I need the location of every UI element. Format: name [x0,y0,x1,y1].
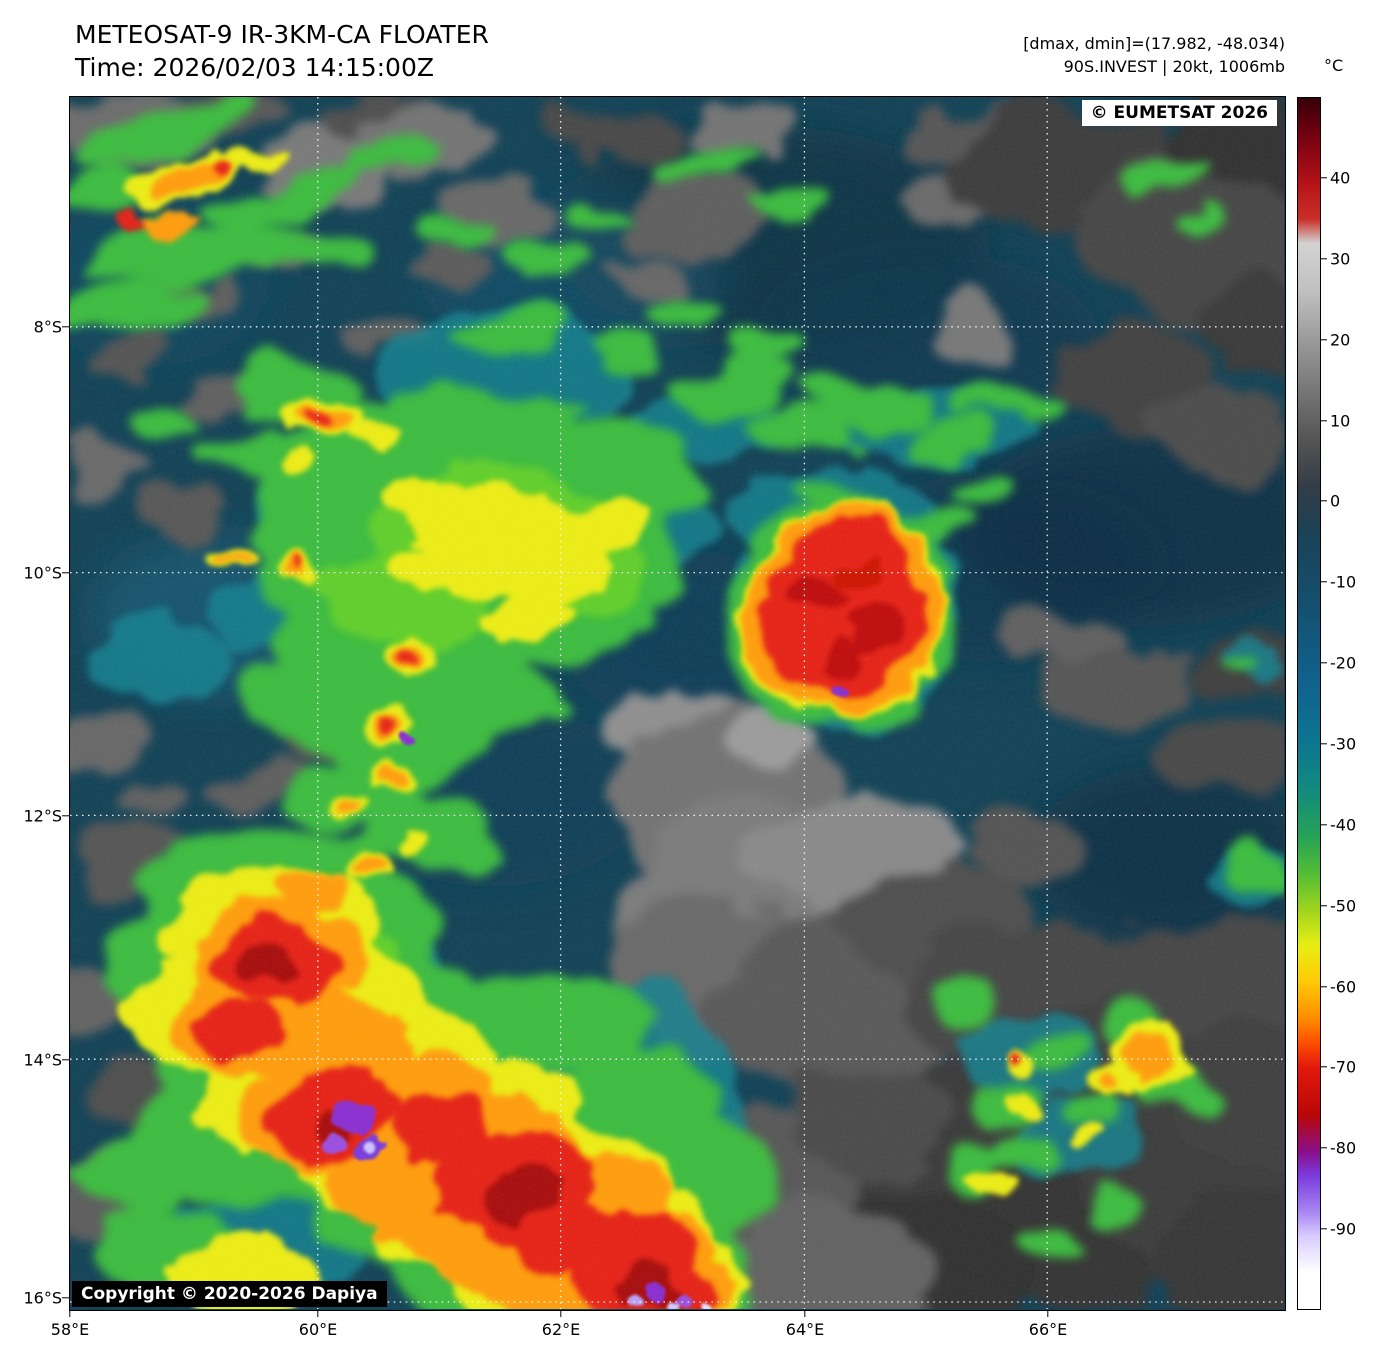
x-axis-tick-mark [317,1311,319,1317]
figure-time: Time: 2026/02/03 14:15:00Z [75,53,434,82]
storm-info-readout: 90S.INVEST | 20kt, 1006mb [1063,57,1285,76]
y-axis-tick-mark [62,326,69,328]
y-axis-tick-mark [62,815,69,817]
x-axis-tick-label: 66°E [1028,1320,1068,1339]
copyright-badge: Copyright © 2020-2026 Dapiya [72,1280,387,1307]
cloud-field [70,97,1284,1309]
dmax-dmin-readout: [dmax, dmin]=(17.982, -48.034) [1023,34,1285,53]
x-axis-tick-label: 62°E [541,1320,581,1339]
satellite-map: © EUMETSAT 2026 Copyright © 2020-2026 Da… [69,96,1286,1311]
colorbar-tick-mark [1321,258,1327,260]
y-axis-tick-label: 10°S [23,563,62,583]
colorbar-tick-mark [1321,662,1327,664]
colorbar-tick-mark [1321,905,1327,907]
colorbar [1297,97,1321,1310]
colorbar-tick-label: -60 [1330,977,1357,997]
x-axis-tick-label: 60°E [298,1320,338,1339]
y-axis-tick-label: 12°S [23,806,62,826]
x-axis-tick-label: 58°E [50,1320,90,1339]
colorbar-tick-label: 30 [1330,249,1351,269]
colorbar-tick-mark [1321,743,1327,745]
y-axis-tick-mark [62,572,69,574]
colorbar-tick-mark [1321,1147,1327,1149]
colorbar-tick-label: 10 [1330,411,1351,431]
colorbar-tick-label: 40 [1330,168,1351,188]
y-axis-tick-label: 8°S [33,317,62,337]
colorbar-tick-label: -70 [1330,1057,1357,1077]
x-axis-tick-mark [1047,1311,1049,1317]
colorbar-tick-label: -40 [1330,815,1357,835]
colorbar-tick-label: -80 [1330,1138,1357,1158]
figure-title: METEOSAT-9 IR-3KM-CA FLOATER [75,20,489,49]
colorbar-tick-mark [1321,824,1327,826]
x-axis-tick-mark [804,1311,806,1317]
colorbar-tick-mark [1321,581,1327,583]
colorbar-tick-mark [1321,500,1327,502]
colorbar-tick-label: -30 [1330,734,1357,754]
colorbar-tick-label: -20 [1330,653,1357,673]
colorbar-tick-mark [1321,986,1327,988]
x-axis-tick-mark [69,1311,71,1317]
y-axis-tick-mark [62,1059,69,1061]
colorbar-tick-label: 0 [1330,491,1341,511]
y-axis-tick-label: 14°S [23,1050,62,1070]
y-axis-tick-mark [62,1297,69,1299]
colorbar-tick-mark [1321,177,1327,179]
colorbar-tick-mark [1321,339,1327,341]
eumetsat-badge: © EUMETSAT 2026 [1081,100,1277,127]
satellite-ir-image [70,97,1284,1309]
colorbar-tick-mark [1321,1066,1327,1068]
y-axis-tick-label: 16°S [23,1288,62,1308]
colorbar-tick-label: -10 [1330,572,1357,592]
colorbar-tick-mark [1321,420,1327,422]
colorbar-tick-label: 20 [1330,330,1351,350]
grid-lines [70,97,1284,1309]
colorbar-unit-label: °C [1324,56,1344,75]
x-axis-tick-mark [560,1311,562,1317]
colorbar-tick-label: -90 [1330,1219,1357,1239]
colorbar-tick-label: -50 [1330,896,1357,916]
x-axis-tick-label: 64°E [785,1320,825,1339]
colorbar-tick-mark [1321,1228,1327,1230]
